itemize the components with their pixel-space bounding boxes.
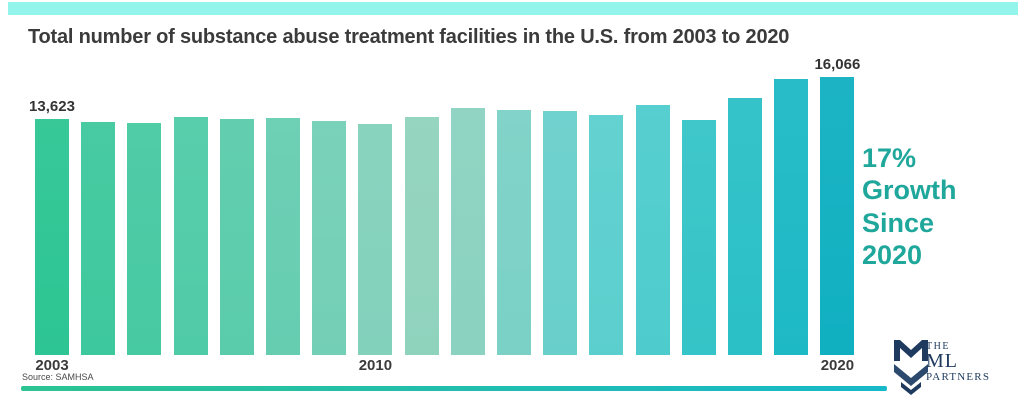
bar-2015 xyxy=(589,115,624,355)
bar-2007 xyxy=(219,119,254,355)
chart-title: Total number of substance abuse treatmen… xyxy=(28,26,790,48)
bar-2013 xyxy=(497,110,531,355)
value-label-2020: 16,066 xyxy=(814,56,861,73)
value-label-2003: 13,623 xyxy=(29,98,75,115)
bar-2003 xyxy=(35,119,69,355)
ml-partners-monogram-icon xyxy=(894,340,928,395)
bar-2006 xyxy=(173,117,208,355)
brand-logo-text: THE ML PARTNERS xyxy=(926,341,991,384)
bar-2010 xyxy=(358,124,393,355)
bar-2018 xyxy=(728,98,762,355)
growth-annotation: 17% Growth Since 2020 xyxy=(862,143,957,271)
bottom-accent-line xyxy=(21,386,887,391)
logo-line-ml: ML xyxy=(926,350,958,372)
x-tick-2020: 2020 xyxy=(820,357,855,374)
bar-2016 xyxy=(635,105,670,355)
logo-line-partners: PARTNERS xyxy=(926,371,991,383)
bar-2019 xyxy=(774,79,809,355)
x-tick-2003: 2003 xyxy=(35,357,69,374)
bar-2020 xyxy=(820,77,855,355)
bar-2009 xyxy=(312,121,347,355)
bar-2011 xyxy=(404,117,439,355)
logo-line-the: THE xyxy=(926,341,950,352)
bar-2005 xyxy=(127,123,162,355)
bar-2004 xyxy=(81,122,116,355)
bar-2012 xyxy=(450,108,485,355)
bar-2017 xyxy=(681,120,716,355)
x-tick-2010: 2010 xyxy=(358,357,393,374)
bar-chart: 13,623 16,066 xyxy=(29,56,861,355)
source-note: Source: SAMHSA xyxy=(22,372,94,382)
top-accent-bar xyxy=(8,2,1018,15)
bar-2014 xyxy=(543,111,578,355)
brand-logo: THE ML PARTNERS xyxy=(893,340,990,396)
bar-2008 xyxy=(266,118,300,355)
